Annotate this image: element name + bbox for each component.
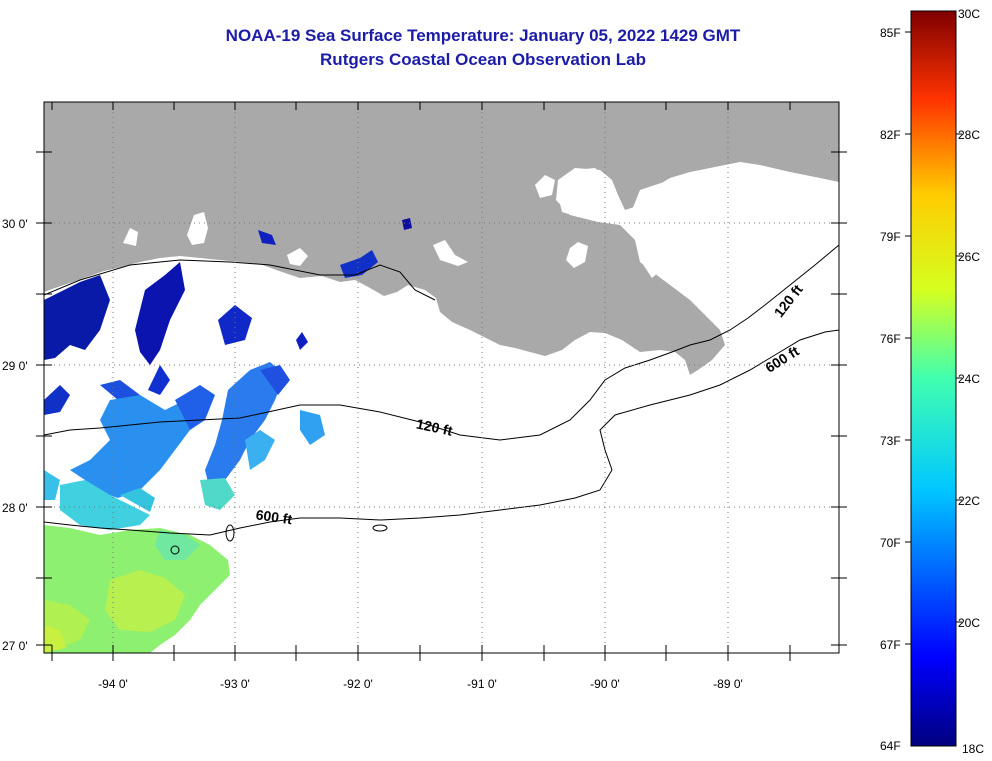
colorbar-c-label: 24C	[958, 372, 980, 386]
colorbar-f-label: 85F	[880, 26, 901, 40]
contour-label: 600 ft	[762, 343, 802, 376]
colorbar-c-label: 26C	[958, 250, 980, 264]
contour-600ft-line	[44, 329, 839, 536]
lat-label: 29 0'	[2, 359, 28, 373]
colorbar-f-label: 82F	[880, 128, 901, 142]
colorbar-f-label: 76F	[880, 332, 901, 346]
lake-white	[433, 240, 468, 266]
lat-label: 30 0'	[2, 217, 28, 231]
contour-coast-shelf	[44, 259, 436, 301]
colorbar-f-label: 73F	[880, 434, 901, 448]
colorbar-c-label: 18C	[962, 742, 984, 756]
colorbar-c-label: 30C	[958, 7, 980, 21]
lat-label: 28 0'	[2, 501, 28, 515]
lon-label: -89 0'	[713, 677, 743, 691]
colorbar-f-label: 79F	[880, 230, 901, 244]
lake-pont	[566, 242, 588, 268]
map-frame	[43, 101, 840, 654]
sst-mid-patches	[44, 362, 325, 530]
lon-label: -93 0'	[220, 677, 250, 691]
lake-calcasieu	[123, 228, 138, 246]
colorbar-f-label: 67F	[880, 638, 901, 652]
map-ticks	[36, 102, 847, 661]
colorbar-f-label: 64F	[880, 739, 901, 753]
map-title: NOAA-19 Sea Surface Temperature: January…	[225, 26, 741, 45]
lon-label: -92 0'	[343, 677, 373, 691]
lon-label: -94 0'	[98, 677, 128, 691]
graticule	[44, 102, 839, 653]
colorbar-c-label: 22C	[958, 494, 980, 508]
colorbar-c-label: 20C	[958, 616, 980, 630]
sst-warm-patches	[44, 525, 230, 653]
lat-label: 27 0'	[2, 639, 28, 653]
lake-grand	[287, 248, 308, 266]
lon-label: -90 0'	[590, 677, 620, 691]
contour-ring	[225, 524, 235, 542]
colorbar-f-label: 70F	[880, 536, 901, 550]
lake-large	[558, 168, 607, 217]
colorbar-ticks	[905, 31, 962, 645]
contour-120ft-line	[44, 244, 839, 441]
lake-small	[535, 175, 555, 198]
contour-ring	[170, 545, 180, 555]
lake-west	[187, 212, 208, 245]
lon-label: -91 0'	[467, 677, 497, 691]
contour-ring	[372, 524, 388, 532]
colorbar-c-label: 28C	[958, 128, 980, 142]
contour-label: 120 ft	[415, 416, 454, 439]
delta-water	[630, 180, 720, 278]
land-mass	[44, 102, 839, 375]
map-subtitle: Rutgers Coastal Ocean Observation Lab	[320, 50, 646, 69]
colorbar	[910, 10, 957, 747]
contour-label: 120 ft	[771, 281, 806, 320]
contour-label: 600 ft	[255, 506, 294, 527]
